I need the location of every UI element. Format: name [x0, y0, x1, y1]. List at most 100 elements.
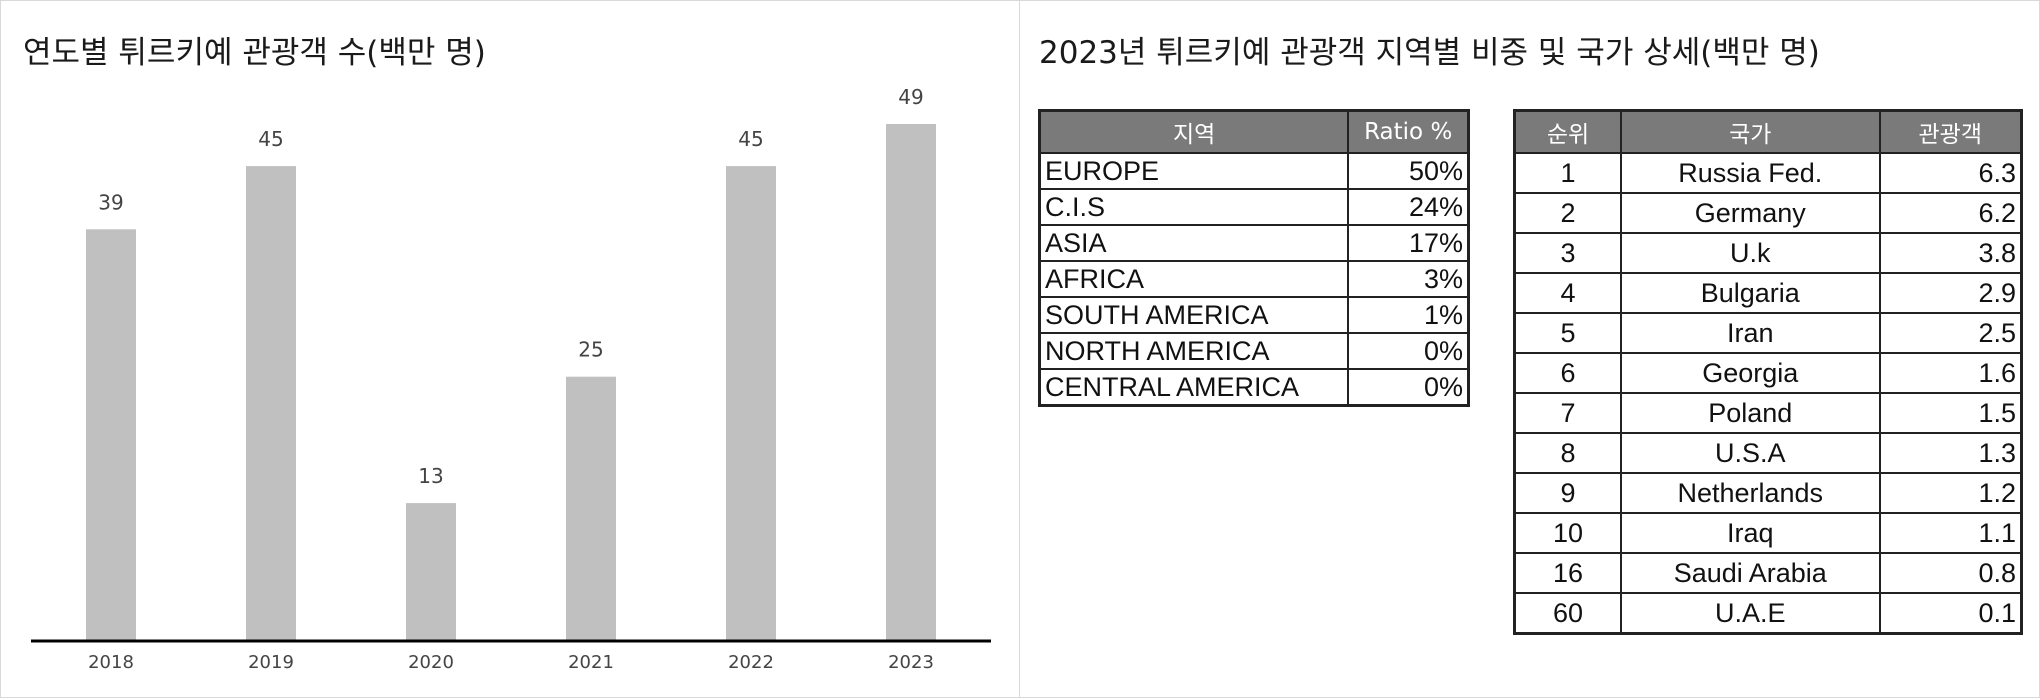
- region-row: AFRICA 3%: [1038, 260, 1470, 298]
- country-name-cell: Russia Fed.: [1619, 152, 1881, 194]
- x-tick-label: 2019: [248, 652, 294, 673]
- bar-value-label: 39: [98, 190, 123, 214]
- right-panel: 2023년 튀르키예 관광객 지역별 비중 및 국가 상세(백만 명) 지역 R…: [1019, 0, 2040, 698]
- left-panel: 연도별 튀르키예 관광객 수(백만 명) 39 2018 45 2019 13 2020 2…: [0, 0, 1020, 698]
- visitors-cell: 1.6: [1878, 352, 2023, 394]
- rank-column-header: 순위: [1513, 109, 1622, 154]
- visitors-cell: 1.5: [1878, 392, 2023, 434]
- visitors-cell: 0.1: [1878, 592, 2023, 635]
- rank-cell: 4: [1513, 272, 1622, 314]
- bar-value-label: 45: [738, 127, 763, 151]
- country-row: 7 Poland 1.5: [1513, 392, 2023, 434]
- region-ratio-table: 지역 Ratio % EUROPE 50% C.I.S 24% ASIA 17% AFRIC…: [1038, 109, 1470, 407]
- rank-cell: 60: [1513, 592, 1622, 635]
- country-name-cell: U.S.A: [1619, 432, 1881, 474]
- region-ratio-cell: 24%: [1347, 188, 1470, 226]
- visitors-cell: 1.1: [1878, 512, 2023, 554]
- country-detail-table: 순위 국가 관광객 1 Russia Fed. 6.3 2 Germany 6.2 3 U.k…: [1513, 109, 2023, 635]
- country-row: 5 Iran 2.5: [1513, 312, 2023, 354]
- bar-2020: [406, 503, 456, 640]
- region-ratio-cell: 3%: [1347, 260, 1470, 298]
- region-ratio-cell: 0%: [1347, 332, 1470, 370]
- rank-cell: 3: [1513, 232, 1622, 274]
- region-row: C.I.S 24%: [1038, 188, 1470, 226]
- bar-value-label: 25: [578, 338, 603, 362]
- country-row: 60 U.A.E 0.1: [1513, 592, 2023, 635]
- region-row: ASIA 17%: [1038, 224, 1470, 262]
- country-row: 3 U.k 3.8: [1513, 232, 2023, 274]
- region-name-cell: AFRICA: [1038, 260, 1350, 298]
- rank-cell: 16: [1513, 552, 1622, 594]
- region-name-cell: ASIA: [1038, 224, 1350, 262]
- country-row: 1 Russia Fed. 6.3: [1513, 152, 2023, 194]
- country-table-header-row: 순위 국가 관광객: [1513, 109, 2023, 154]
- visitors-cell: 0.8: [1878, 552, 2023, 594]
- visitors-cell: 6.2: [1878, 192, 2023, 234]
- visitors-cell: 3.8: [1878, 232, 2023, 274]
- country-name-cell: Saudi Arabia: [1619, 552, 1881, 594]
- region-ratio-cell: 17%: [1347, 224, 1470, 262]
- visitors-column-header: 관광객: [1878, 109, 2023, 154]
- bar-2023: [886, 124, 936, 640]
- tables-title: 2023년 튀르키예 관광객 지역별 비중 및 국가 상세(백만 명): [1039, 35, 1820, 71]
- region-row: EUROPE 50%: [1038, 152, 1470, 190]
- country-row: 8 U.S.A 1.3: [1513, 432, 2023, 474]
- bar-value-label: 13: [418, 464, 443, 488]
- x-tick-label: 2022: [728, 652, 774, 673]
- ratio-column-header: Ratio %: [1347, 109, 1470, 154]
- visitors-cell: 2.5: [1878, 312, 2023, 354]
- rank-cell: 8: [1513, 432, 1622, 474]
- region-row: CENTRAL AMERICA 0%: [1038, 368, 1470, 407]
- country-name-cell: Iran: [1619, 312, 1881, 354]
- region-table-header-row: 지역 Ratio %: [1038, 109, 1470, 154]
- visitors-cell: 2.9: [1878, 272, 2023, 314]
- country-row: 6 Georgia 1.6: [1513, 352, 2023, 394]
- x-tick-label: 2018: [88, 652, 134, 673]
- region-column-header: 지역: [1038, 109, 1350, 154]
- visitors-cell: 1.3: [1878, 432, 2023, 474]
- bar-value-label: 49: [898, 85, 923, 109]
- x-tick-label: 2023: [888, 652, 934, 673]
- region-name-cell: EUROPE: [1038, 152, 1350, 190]
- country-row: 16 Saudi Arabia 0.8: [1513, 552, 2023, 594]
- country-name-cell: Germany: [1619, 192, 1881, 234]
- rank-cell: 7: [1513, 392, 1622, 434]
- x-tick-label: 2020: [408, 652, 454, 673]
- region-row: NORTH AMERICA 0%: [1038, 332, 1470, 370]
- rank-cell: 6: [1513, 352, 1622, 394]
- region-ratio-cell: 1%: [1347, 296, 1470, 334]
- country-row: 10 Iraq 1.1: [1513, 512, 2023, 554]
- country-row: 9 Netherlands 1.2: [1513, 472, 2023, 514]
- rank-cell: 2: [1513, 192, 1622, 234]
- country-row: 2 Germany 6.2: [1513, 192, 2023, 234]
- region-name-cell: SOUTH AMERICA: [1038, 296, 1350, 334]
- region-ratio-cell: 50%: [1347, 152, 1470, 190]
- bar-value-label: 45: [258, 127, 283, 151]
- bar-2021: [566, 376, 616, 640]
- region-name-cell: CENTRAL AMERICA: [1038, 368, 1350, 407]
- country-name-cell: Iraq: [1619, 512, 1881, 554]
- visitors-cell: 1.2: [1878, 472, 2023, 514]
- region-row: SOUTH AMERICA 1%: [1038, 296, 1470, 334]
- region-name-cell: NORTH AMERICA: [1038, 332, 1350, 370]
- chart-title: 연도별 튀르키예 관광객 수(백만 명): [23, 35, 486, 71]
- bar-2019: [246, 166, 296, 640]
- rank-cell: 10: [1513, 512, 1622, 554]
- region-ratio-cell: 0%: [1347, 368, 1470, 407]
- bar-2018: [86, 229, 136, 641]
- country-row: 4 Bulgaria 2.9: [1513, 272, 2023, 314]
- bar-chart: 39 2018 45 2019 13 2020 25 2021 45 2022 49 2023: [31, 85, 991, 673]
- visitors-cell: 6.3: [1878, 152, 2023, 194]
- rank-cell: 9: [1513, 472, 1622, 514]
- country-column-header: 국가: [1619, 109, 1881, 154]
- country-name-cell: Netherlands: [1619, 472, 1881, 514]
- country-name-cell: Bulgaria: [1619, 272, 1881, 314]
- bar-2022: [726, 166, 776, 640]
- country-name-cell: U.A.E: [1619, 592, 1881, 635]
- country-name-cell: Georgia: [1619, 352, 1881, 394]
- country-name-cell: Poland: [1619, 392, 1881, 434]
- region-name-cell: C.I.S: [1038, 188, 1350, 226]
- rank-cell: 1: [1513, 152, 1622, 194]
- rank-cell: 5: [1513, 312, 1622, 354]
- country-name-cell: U.k: [1619, 232, 1881, 274]
